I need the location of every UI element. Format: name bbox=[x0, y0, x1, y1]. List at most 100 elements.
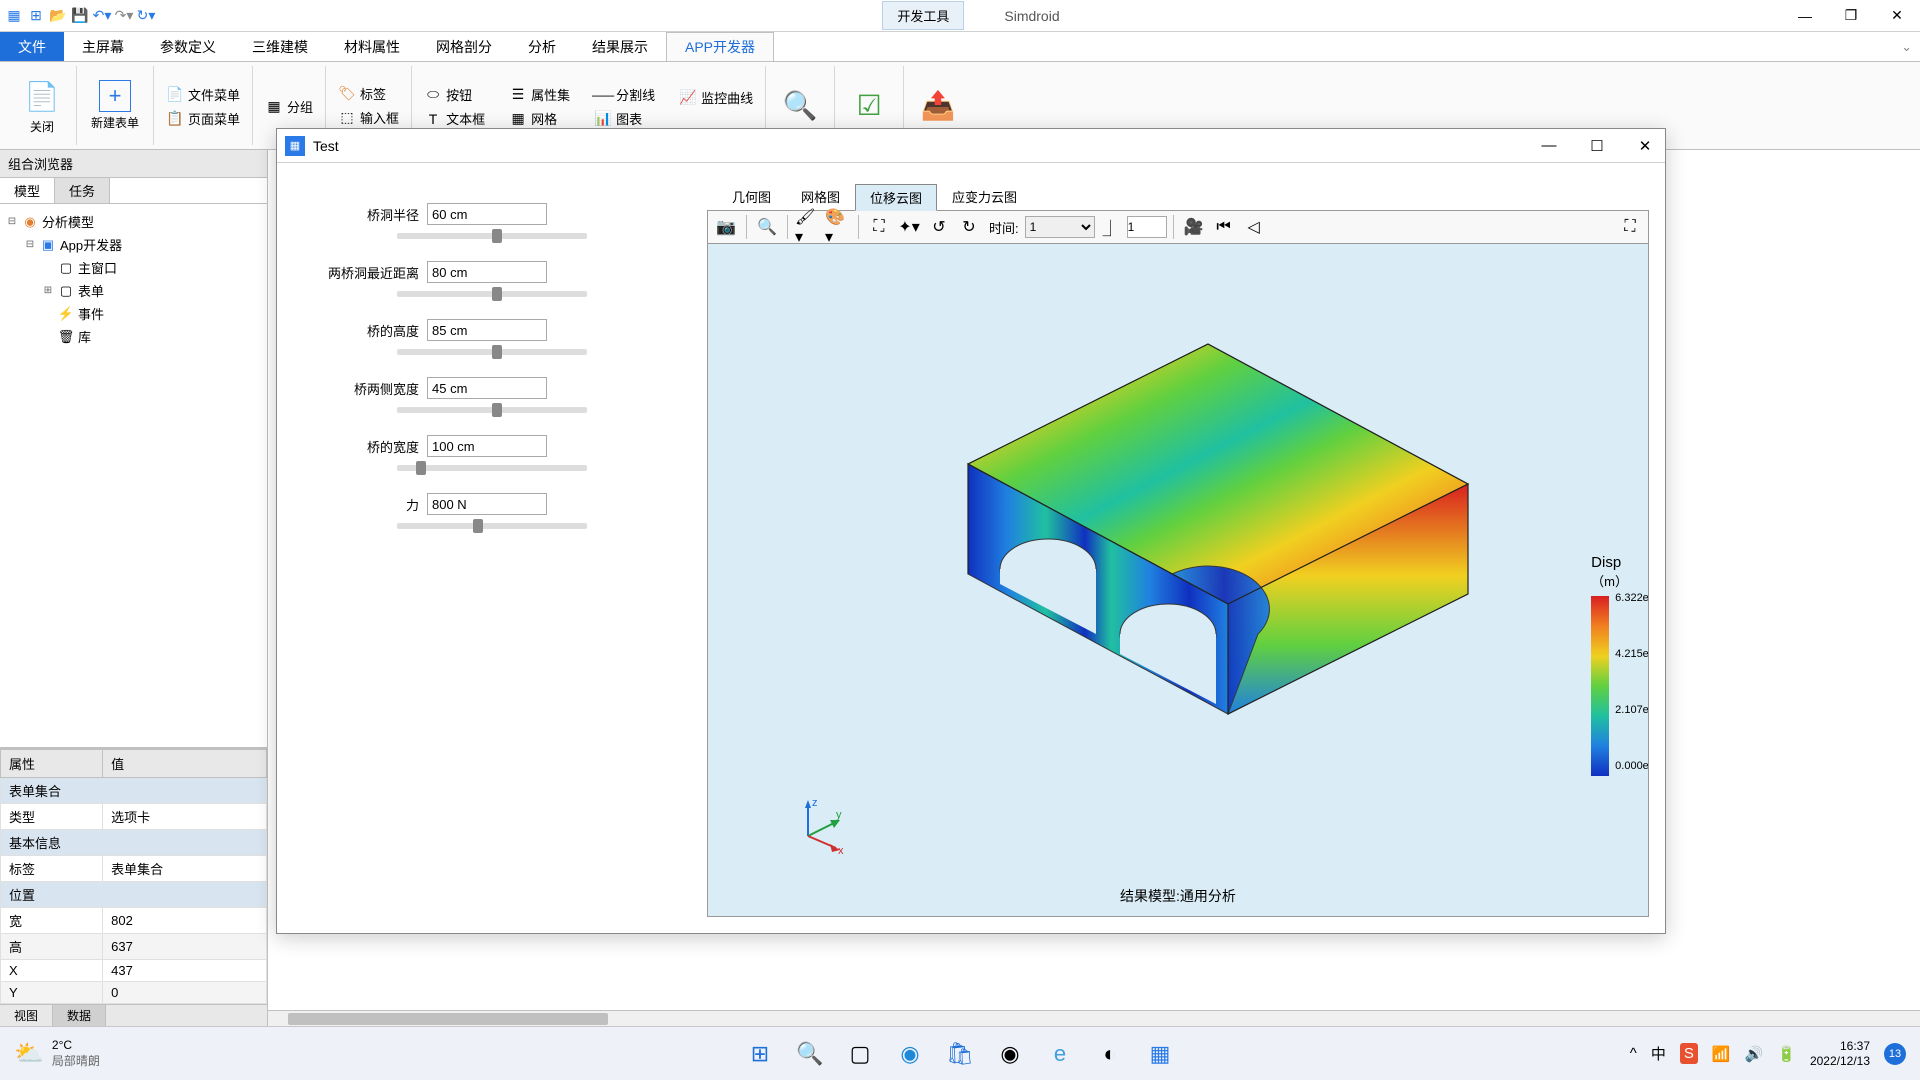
props-type-value[interactable]: 选项卡 bbox=[103, 804, 267, 830]
tray-expand-icon[interactable]: ^ bbox=[1630, 1045, 1637, 1062]
notification-badge[interactable]: 13 bbox=[1884, 1043, 1906, 1065]
app-icon[interactable]: ▦ bbox=[4, 6, 24, 26]
param-slider-5[interactable] bbox=[397, 523, 587, 529]
sogou-icon[interactable]: S bbox=[1680, 1043, 1698, 1064]
ime-icon[interactable]: 中 bbox=[1651, 1043, 1666, 1064]
zoom-icon[interactable]: 🔍 bbox=[753, 213, 781, 241]
3d-viewport[interactable]: z y x Disp （m） 6.322e-09 4.215e-09 2.107… bbox=[707, 244, 1649, 917]
param-slider-4[interactable] bbox=[397, 465, 587, 471]
open-icon[interactable]: 📂 bbox=[48, 6, 68, 26]
ribbon-expand-icon[interactable]: ⌄ bbox=[1893, 32, 1920, 61]
time-input[interactable] bbox=[1127, 216, 1167, 238]
props-x-value[interactable]: 437 bbox=[103, 960, 267, 982]
tree-lib[interactable]: 🗑库 bbox=[6, 325, 261, 348]
step-icon[interactable]: ⏌ bbox=[1097, 213, 1125, 241]
battery-icon[interactable]: 🔋 bbox=[1777, 1045, 1796, 1063]
weather-widget[interactable]: ⛅ 2°C 局部晴朗 bbox=[0, 1038, 114, 1069]
first-icon[interactable]: ⏮ bbox=[1210, 213, 1238, 241]
label-button[interactable]: 🏷标签 bbox=[334, 83, 403, 104]
refresh-icon[interactable]: ↻▾ bbox=[136, 6, 156, 26]
dialog-close-button[interactable]: ✕ bbox=[1633, 137, 1657, 155]
mesh-button[interactable]: ▦网格 bbox=[505, 108, 574, 129]
devtools-tab[interactable]: 开发工具 bbox=[882, 1, 964, 30]
propset-button[interactable]: ☰属性集 bbox=[505, 84, 574, 105]
tree-appdev[interactable]: ⊟▣App开发器 bbox=[6, 233, 261, 256]
checklist-button[interactable]: ☑ bbox=[843, 84, 895, 128]
cube-icon[interactable]: 🎨▾ bbox=[824, 213, 852, 241]
dialog-minimize-button[interactable]: ― bbox=[1537, 137, 1561, 155]
tab-analysis[interactable]: 分析 bbox=[510, 32, 574, 61]
tab-results[interactable]: 结果展示 bbox=[574, 32, 666, 61]
axes-icon[interactable]: ✦▾ bbox=[895, 213, 923, 241]
vtab-disp[interactable]: 位移云图 bbox=[855, 184, 937, 211]
close-button[interactable]: 📄 关闭 bbox=[16, 74, 68, 137]
tab-tasks[interactable]: 任务 bbox=[55, 178, 110, 203]
tab-material[interactable]: 材料属性 bbox=[326, 32, 418, 61]
param-input-0[interactable] bbox=[427, 203, 547, 225]
vtab-strain[interactable]: 应变力云图 bbox=[937, 183, 1032, 210]
button-button[interactable]: ⬭按钮 bbox=[420, 84, 489, 105]
dialog-maximize-button[interactable]: ☐ bbox=[1585, 137, 1609, 155]
store-icon[interactable]: 🛍 bbox=[940, 1034, 980, 1074]
file-tab[interactable]: 文件 bbox=[0, 32, 64, 61]
filemenu-button[interactable]: 📄文件菜单 bbox=[162, 84, 244, 105]
app-icon[interactable]: ◐ bbox=[1090, 1034, 1130, 1074]
group-button[interactable]: ▦分组 bbox=[261, 96, 317, 117]
close-button[interactable]: ✕ bbox=[1874, 1, 1920, 31]
vtab-mesh[interactable]: 网格图 bbox=[786, 183, 855, 210]
tab-model[interactable]: 模型 bbox=[0, 178, 55, 203]
edge-icon[interactable]: ◉ bbox=[890, 1034, 930, 1074]
props-width-value[interactable]: 802 bbox=[103, 908, 267, 934]
start-icon[interactable]: ⊞ bbox=[740, 1034, 780, 1074]
tree-root[interactable]: ⊟◉分析模型 bbox=[6, 210, 261, 233]
divider-button[interactable]: ⸺分割线 bbox=[590, 84, 659, 105]
prev-icon[interactable]: ◁ bbox=[1240, 213, 1268, 241]
dell-icon[interactable]: ◉ bbox=[990, 1034, 1030, 1074]
param-input-1[interactable] bbox=[427, 261, 547, 283]
tree-form[interactable]: ⊞▢表单 bbox=[6, 279, 261, 302]
wifi-icon[interactable]: 📶 bbox=[1712, 1045, 1731, 1063]
fullscreen-icon[interactable]: ⛶ bbox=[1616, 213, 1644, 241]
undo-icon[interactable]: ↶▾ bbox=[92, 6, 112, 26]
param-slider-0[interactable] bbox=[397, 233, 587, 239]
minimize-button[interactable]: ― bbox=[1782, 1, 1828, 31]
ie-icon[interactable]: e bbox=[1040, 1034, 1080, 1074]
textbox-button[interactable]: T文本框 bbox=[420, 108, 489, 129]
tree-mainwin[interactable]: ▢主窗口 bbox=[6, 256, 261, 279]
props-tag-value[interactable]: 表单集合 bbox=[103, 856, 267, 882]
chart-button[interactable]: 📊图表 bbox=[590, 108, 659, 129]
maximize-button[interactable]: ❐ bbox=[1828, 1, 1874, 31]
save-icon[interactable]: 💾 bbox=[70, 6, 90, 26]
simdroid-icon[interactable]: ▦ bbox=[1140, 1034, 1180, 1074]
input-button[interactable]: ⬚输入框 bbox=[334, 107, 403, 128]
vtab-geom[interactable]: 几何图 bbox=[717, 183, 786, 210]
param-input-2[interactable] bbox=[427, 319, 547, 341]
param-slider-2[interactable] bbox=[397, 349, 587, 355]
preview-button[interactable]: 🔍 bbox=[774, 84, 826, 128]
tab-data[interactable]: 数据 bbox=[53, 1005, 106, 1026]
param-slider-1[interactable] bbox=[397, 291, 587, 297]
tab-appdev[interactable]: APP开发器 bbox=[666, 32, 774, 61]
new-form-button[interactable]: + 新建表单 bbox=[85, 78, 145, 133]
clock[interactable]: 16:37 2022/12/13 bbox=[1810, 1039, 1870, 1068]
param-input-3[interactable] bbox=[427, 377, 547, 399]
param-input-5[interactable] bbox=[427, 493, 547, 515]
brush-icon[interactable]: 🖌▾ bbox=[794, 213, 822, 241]
param-slider-3[interactable] bbox=[397, 407, 587, 413]
taskview-icon[interactable]: ▢ bbox=[840, 1034, 880, 1074]
horizontal-scrollbar[interactable] bbox=[268, 1010, 1920, 1026]
tab-params[interactable]: 参数定义 bbox=[142, 32, 234, 61]
tree-event[interactable]: ⚡事件 bbox=[6, 302, 261, 325]
redo-icon[interactable]: ↷▾ bbox=[114, 6, 134, 26]
props-y-value[interactable]: 0 bbox=[103, 982, 267, 1004]
tab-mesh[interactable]: 网格剖分 bbox=[418, 32, 510, 61]
time-select[interactable]: 1 bbox=[1025, 216, 1095, 238]
record-icon[interactable]: 🎥 bbox=[1180, 213, 1208, 241]
volume-icon[interactable]: 🔊 bbox=[1745, 1045, 1764, 1063]
param-input-4[interactable] bbox=[427, 435, 547, 457]
new-icon[interactable]: ⊞ bbox=[26, 6, 46, 26]
monitor-button[interactable]: 📈监控曲线 bbox=[675, 87, 757, 108]
tab-3d[interactable]: 三维建模 bbox=[234, 32, 326, 61]
export-button[interactable]: 📤 bbox=[912, 84, 964, 128]
fit-icon[interactable]: ⛶ bbox=[865, 213, 893, 241]
